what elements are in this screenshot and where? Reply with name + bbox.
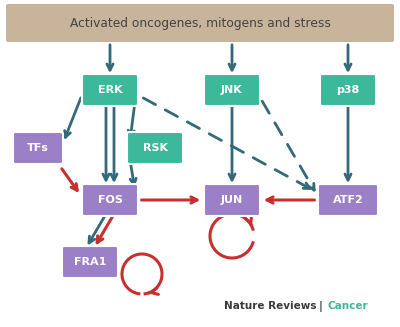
FancyArrowPatch shape <box>89 216 104 243</box>
FancyArrowPatch shape <box>103 107 109 180</box>
Text: TFs: TFs <box>27 143 49 153</box>
FancyArrowPatch shape <box>229 107 235 180</box>
FancyBboxPatch shape <box>318 184 378 216</box>
FancyBboxPatch shape <box>13 132 63 164</box>
FancyBboxPatch shape <box>320 74 376 106</box>
Text: RSK: RSK <box>142 143 168 153</box>
FancyArrowPatch shape <box>128 102 135 137</box>
FancyBboxPatch shape <box>82 184 138 216</box>
FancyBboxPatch shape <box>204 74 260 106</box>
FancyArrowPatch shape <box>97 216 112 243</box>
Text: JUN: JUN <box>221 195 243 205</box>
FancyArrowPatch shape <box>229 45 235 70</box>
FancyArrowPatch shape <box>267 197 314 203</box>
Text: |: | <box>319 301 323 312</box>
FancyArrowPatch shape <box>345 45 351 70</box>
Text: Nature Reviews: Nature Reviews <box>224 301 316 311</box>
Text: Activated oncogenes, mitogens and stress: Activated oncogenes, mitogens and stress <box>70 16 330 29</box>
Text: FOS: FOS <box>98 195 122 205</box>
FancyBboxPatch shape <box>127 132 183 164</box>
FancyBboxPatch shape <box>82 74 138 106</box>
FancyBboxPatch shape <box>6 4 394 42</box>
FancyArrowPatch shape <box>107 45 113 70</box>
FancyArrowPatch shape <box>130 162 136 185</box>
FancyBboxPatch shape <box>62 246 118 278</box>
FancyArrowPatch shape <box>65 98 81 137</box>
FancyArrowPatch shape <box>142 197 197 203</box>
Text: p38: p38 <box>336 85 360 95</box>
Text: ERK: ERK <box>98 85 122 95</box>
Text: FRA1: FRA1 <box>74 257 106 267</box>
Text: Cancer: Cancer <box>327 301 368 311</box>
FancyArrowPatch shape <box>262 101 314 190</box>
Text: ATF2: ATF2 <box>333 195 363 205</box>
Text: JNK: JNK <box>221 85 243 95</box>
FancyArrowPatch shape <box>345 107 351 180</box>
FancyBboxPatch shape <box>204 184 260 216</box>
FancyArrowPatch shape <box>62 169 77 190</box>
FancyArrowPatch shape <box>111 107 117 180</box>
FancyArrowPatch shape <box>143 98 310 189</box>
